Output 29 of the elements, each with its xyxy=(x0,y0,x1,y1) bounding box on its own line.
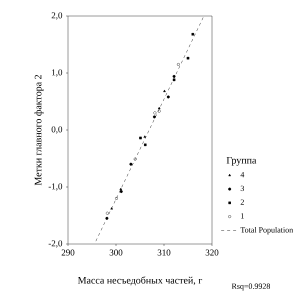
point xyxy=(129,162,132,166)
point xyxy=(158,110,161,113)
legend-title: Группа xyxy=(226,156,256,166)
point xyxy=(186,56,190,60)
point xyxy=(114,196,118,200)
y-tick-label: 2,0 xyxy=(52,12,62,20)
y-axis-title: Метки главного фактора 2 xyxy=(34,74,44,186)
point xyxy=(105,216,108,220)
point xyxy=(106,212,109,215)
point xyxy=(139,136,142,140)
point xyxy=(176,62,180,66)
point xyxy=(172,74,176,78)
point xyxy=(134,158,137,161)
x-tick-label: 310 xyxy=(158,250,170,256)
point xyxy=(153,111,156,114)
x-tick-label: 300 xyxy=(110,250,122,256)
point xyxy=(166,95,170,98)
point xyxy=(144,144,147,146)
y-tick-label: 1,0 xyxy=(52,69,62,77)
point xyxy=(172,78,176,82)
point xyxy=(120,190,123,194)
x-tick-label: 290 xyxy=(62,250,74,256)
y-tick-label: -1,0 xyxy=(48,183,62,191)
y-tick-label: -2,0 xyxy=(48,240,62,248)
x-tick-label: 320 xyxy=(206,250,218,256)
y-tick-label: 0,0 xyxy=(52,126,62,134)
x-axis-title: Масса несъедобных частей, г xyxy=(78,276,202,286)
point xyxy=(192,32,194,36)
point xyxy=(152,115,156,118)
